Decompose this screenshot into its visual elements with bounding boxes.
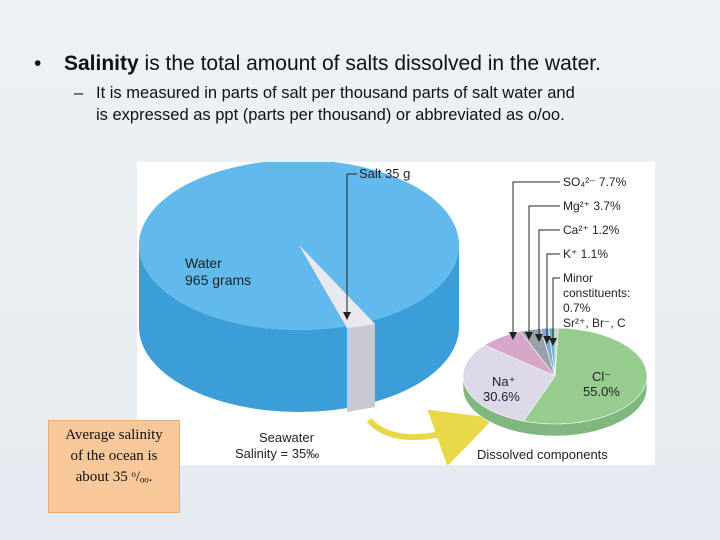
salt-wedge [299,245,375,328]
sub-line: is expressed as ppt (parts per thousand)… [96,106,565,124]
pie-side [139,245,459,412]
flow-arrow [366,409,494,465]
callout: Average salinity of the ocean is about 3… [48,420,180,513]
seawater-label: Salinity = 35‰ [235,446,319,461]
cl-label: Cl⁻ [592,369,611,384]
minor-label: constituents: [563,286,630,300]
seawater-label: Seawater [259,430,315,445]
definition: is the total amount of salts dissolved i… [144,52,601,75]
salt-wedge-side [299,245,375,412]
components-title: Dissolved components [477,447,608,462]
small-pie [462,327,648,437]
pie-slice [523,327,648,425]
component-label: Ca²⁺ 1.2% [563,223,620,237]
pie-slice [462,344,556,422]
callout-line: about 35 ᵒ/ₒₒ. [75,469,153,485]
bullet-text: Salinity is the total amount of salts di… [64,52,601,76]
component-label: SO₄²⁻ 7.7% [563,175,627,189]
water-label: 965 grams [185,272,251,288]
pie-top [139,162,459,330]
salt-label: Salt 35 g [359,166,410,181]
component-label: K⁺ 1.1% [563,247,608,261]
bullet-dot: • [34,52,42,75]
minor-label: 0.7% [563,301,591,315]
na-label: 30.6% [483,389,520,404]
sub-dash: – [74,84,84,102]
cl-label: 55.0% [583,384,620,399]
minor-label: Sr²⁺, Br⁻, C [563,316,626,330]
water-label: Water [185,255,222,271]
callout-line: of the ocean is [70,448,158,464]
na-label: Na⁺ [492,374,515,389]
sub-line: It is measured in parts of salt per thou… [96,84,575,102]
callout-line: Average salinity [65,427,163,443]
leader-lines [509,181,560,346]
component-label: Mg²⁺ 3.7% [563,199,621,213]
minor-label: Minor [563,271,593,285]
figure: Water 965 grams Salt 35 g Seawater Salin… [137,162,655,465]
term: Salinity [64,52,139,75]
